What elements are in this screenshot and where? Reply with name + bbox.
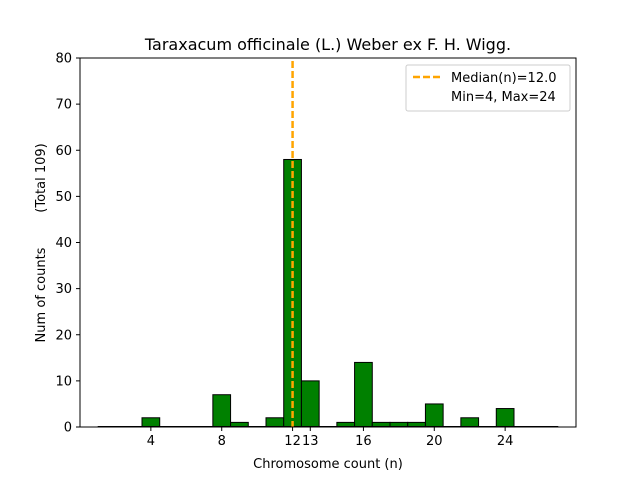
x-tick-label-16: 16 (355, 434, 372, 449)
y-axis-ticks: 0 10 20 30 40 50 60 70 80 (55, 52, 80, 436)
x-tick-label-13: 13 (302, 434, 319, 449)
x-tick-label-12: 12 (284, 434, 301, 449)
bar-4 (141, 417, 161, 428)
y-tick-label-50: 50 (55, 190, 72, 205)
x-axis-ticks: 4 8 12 13 16 20 24 (147, 427, 514, 449)
legend-box (405, 64, 571, 112)
legend-median-label: Median(n)=12.0 (451, 71, 557, 86)
x-tick-label-8: 8 (218, 434, 226, 449)
bar-22 (460, 417, 480, 428)
y-axis-label: Num of counts (34, 247, 49, 342)
bar-11 (265, 417, 285, 428)
y-tick-label-30: 30 (55, 282, 72, 297)
y-tick-label-20: 20 (55, 328, 72, 343)
bar-20 (424, 403, 444, 428)
y-tick-label-80: 80 (55, 52, 72, 67)
y-tick-label-70: 70 (55, 98, 72, 113)
bar-16 (354, 361, 373, 428)
bar-24 (495, 408, 515, 428)
y-tick-label-40: 40 (55, 236, 72, 251)
x-tick-label-4: 4 (147, 434, 155, 449)
chart-title: Taraxacum officinale (L.) Weber ex F. H.… (144, 35, 511, 54)
legend-range-label: Min=4, Max=24 (451, 90, 556, 105)
legend: Median(n)=12.0 Min=4, Max=24 (405, 64, 571, 112)
x-tick-label-20: 20 (426, 434, 443, 449)
x-axis-label: Chromosome count (n) (253, 457, 403, 472)
x-tick-label-24: 24 (497, 434, 514, 449)
y-axis-total-label: (Total 109) (34, 143, 49, 212)
bar-8 (212, 394, 232, 428)
y-tick-label-0: 0 (64, 421, 72, 436)
bar-13 (300, 380, 320, 428)
y-tick-label-60: 60 (55, 144, 72, 159)
y-tick-label-10: 10 (55, 374, 72, 389)
